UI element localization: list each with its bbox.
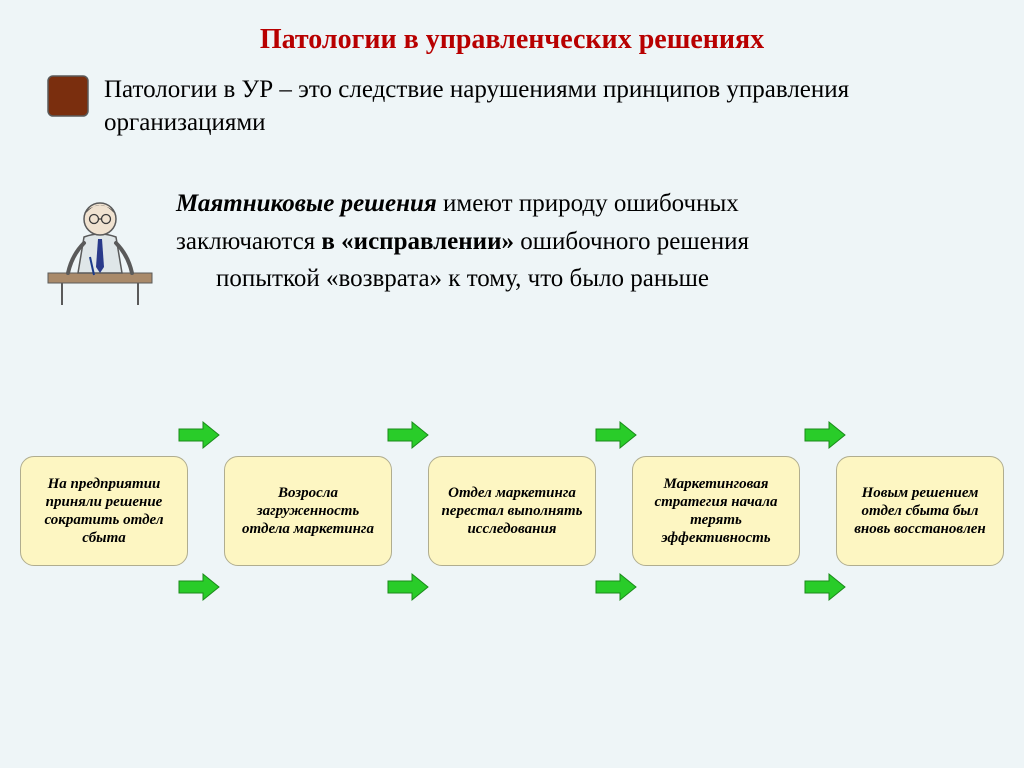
concept-row: Маятниковые решения имеют природу ошибоч… <box>40 179 984 307</box>
arrow-icon <box>386 420 430 450</box>
arrow-icon <box>177 420 221 450</box>
slide-title: Патологии в управленческих решениях <box>40 24 984 56</box>
concept-line2a: заключаются <box>176 228 321 255</box>
concept-line2b: в «исправлении» <box>321 228 520 255</box>
concept-line1: имеют природу ошибочных <box>443 190 739 217</box>
flowchart: На предприятии приняли решение сократить… <box>0 420 1024 602</box>
intro-row: Патологии в УР – это следствие нарушения… <box>40 74 984 139</box>
concept-heading: Маятниковые решения <box>176 190 437 217</box>
concept-line3: попыткой «возврата» к тому, что было ран… <box>216 265 709 292</box>
slide: Патологии в управленческих решениях Пато… <box>0 0 1024 768</box>
thinker-icon <box>40 187 160 307</box>
bullet-icon <box>46 74 90 118</box>
arrow-icon <box>803 572 847 602</box>
arrow-icon <box>594 572 638 602</box>
flow-box: Возросла загруженность отдела маркетинга <box>224 456 392 566</box>
flow-arrows-bottom <box>20 572 1004 602</box>
arrow-icon <box>594 420 638 450</box>
flow-box: Маркетинговая стратегия начала терять эф… <box>632 456 800 566</box>
flow-boxes: На предприятии приняли решение сократить… <box>20 456 1004 566</box>
flow-box: Отдел маркетинга перестал выполнять иссл… <box>428 456 596 566</box>
concept-text: Маятниковые решения имеют природу ошибоч… <box>176 179 749 298</box>
arrow-icon <box>803 420 847 450</box>
flow-box: На предприятии приняли решение сократить… <box>20 456 188 566</box>
intro-text: Патологии в УР – это следствие нарушения… <box>104 74 984 139</box>
arrow-icon <box>386 572 430 602</box>
concept-line2c: ошибочного решения <box>520 228 749 255</box>
flow-arrows-top <box>20 420 1004 450</box>
arrow-icon <box>177 572 221 602</box>
flow-box: Новым решением отдел сбыта был вновь вос… <box>836 456 1004 566</box>
